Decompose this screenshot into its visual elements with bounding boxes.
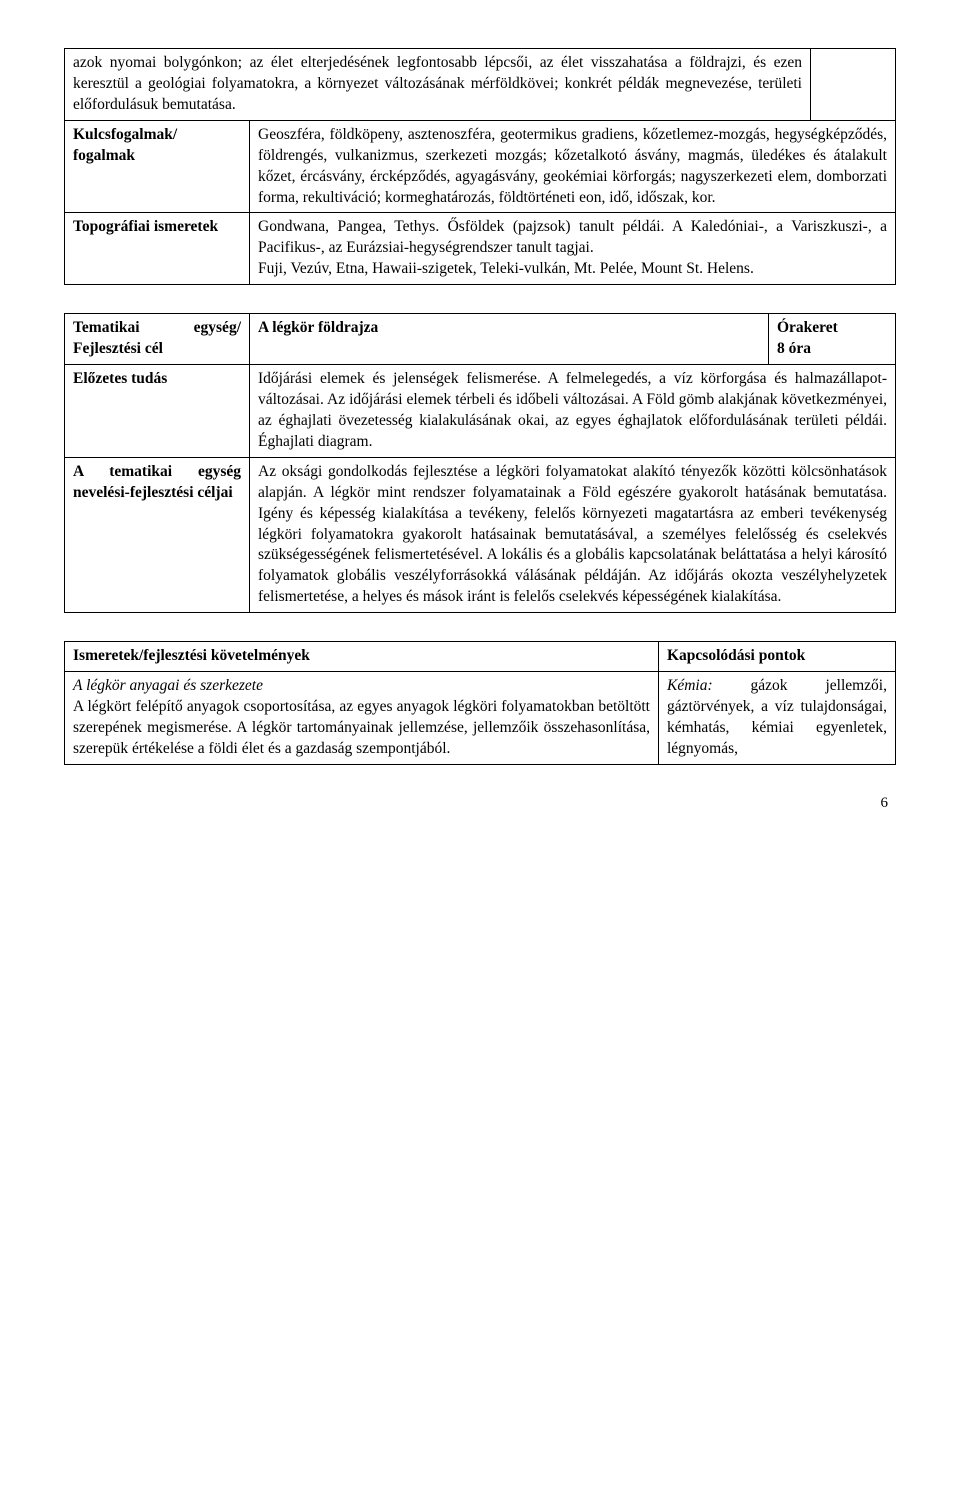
hours-cell: Órakeret 8 óra	[769, 314, 896, 365]
kapcs-italic: Kémia:	[667, 677, 713, 694]
prev-label: Előzetes tudás	[65, 365, 250, 458]
prev-text: Időjárási elemek és jelenségek felismeré…	[250, 365, 896, 458]
req-body-cell: A légkör anyagai és szerkezete A légkört…	[65, 672, 659, 765]
hours-value: 8 óra	[777, 340, 811, 357]
goals-label: A tematikai egység nevelési-fejlesztési …	[65, 457, 250, 612]
page-number: 6	[64, 793, 896, 813]
goals-text: Az oksági gondolkodás fejlesztése a légk…	[250, 457, 896, 612]
kapcs-body-cell: Kémia: gázok jellemzői, gáztörvények, a …	[659, 672, 896, 765]
theme-title: A légkör földrajza	[250, 314, 769, 365]
table-theme: Tematikai egység/ Fejlesztési cél A légk…	[64, 313, 896, 613]
req-body: A légkört felépítő anyagok csoportosítás…	[73, 698, 650, 757]
topografiai-label: Topográfiai ismeretek	[65, 213, 250, 285]
kulcsfogalmak-label: Kulcsfogalmak/ fogalmak	[65, 120, 250, 213]
req-header: Ismeretek/fejlesztési követelmények	[65, 642, 659, 672]
kulcsfogalmak-text: Geoszféra, földköpeny, asztenoszféra, ge…	[250, 120, 896, 213]
blank-cell	[811, 49, 896, 121]
table-requirements: Ismeretek/fejlesztési követelmények Kapc…	[64, 641, 896, 765]
intro-cell: azok nyomai bolygónkon; az élet elterjed…	[65, 49, 811, 121]
hours-label: Órakeret	[777, 319, 838, 336]
topografiai-text: Gondwana, Pangea, Tethys. Ősföldek (pajz…	[250, 213, 896, 285]
table-concepts: azok nyomai bolygónkon; az élet elterjed…	[64, 48, 896, 285]
theme-label: Tematikai egység/ Fejlesztési cél	[65, 314, 250, 365]
kapcs-header: Kapcsolódási pontok	[659, 642, 896, 672]
req-italic: A légkör anyagai és szerkezete	[73, 677, 263, 694]
